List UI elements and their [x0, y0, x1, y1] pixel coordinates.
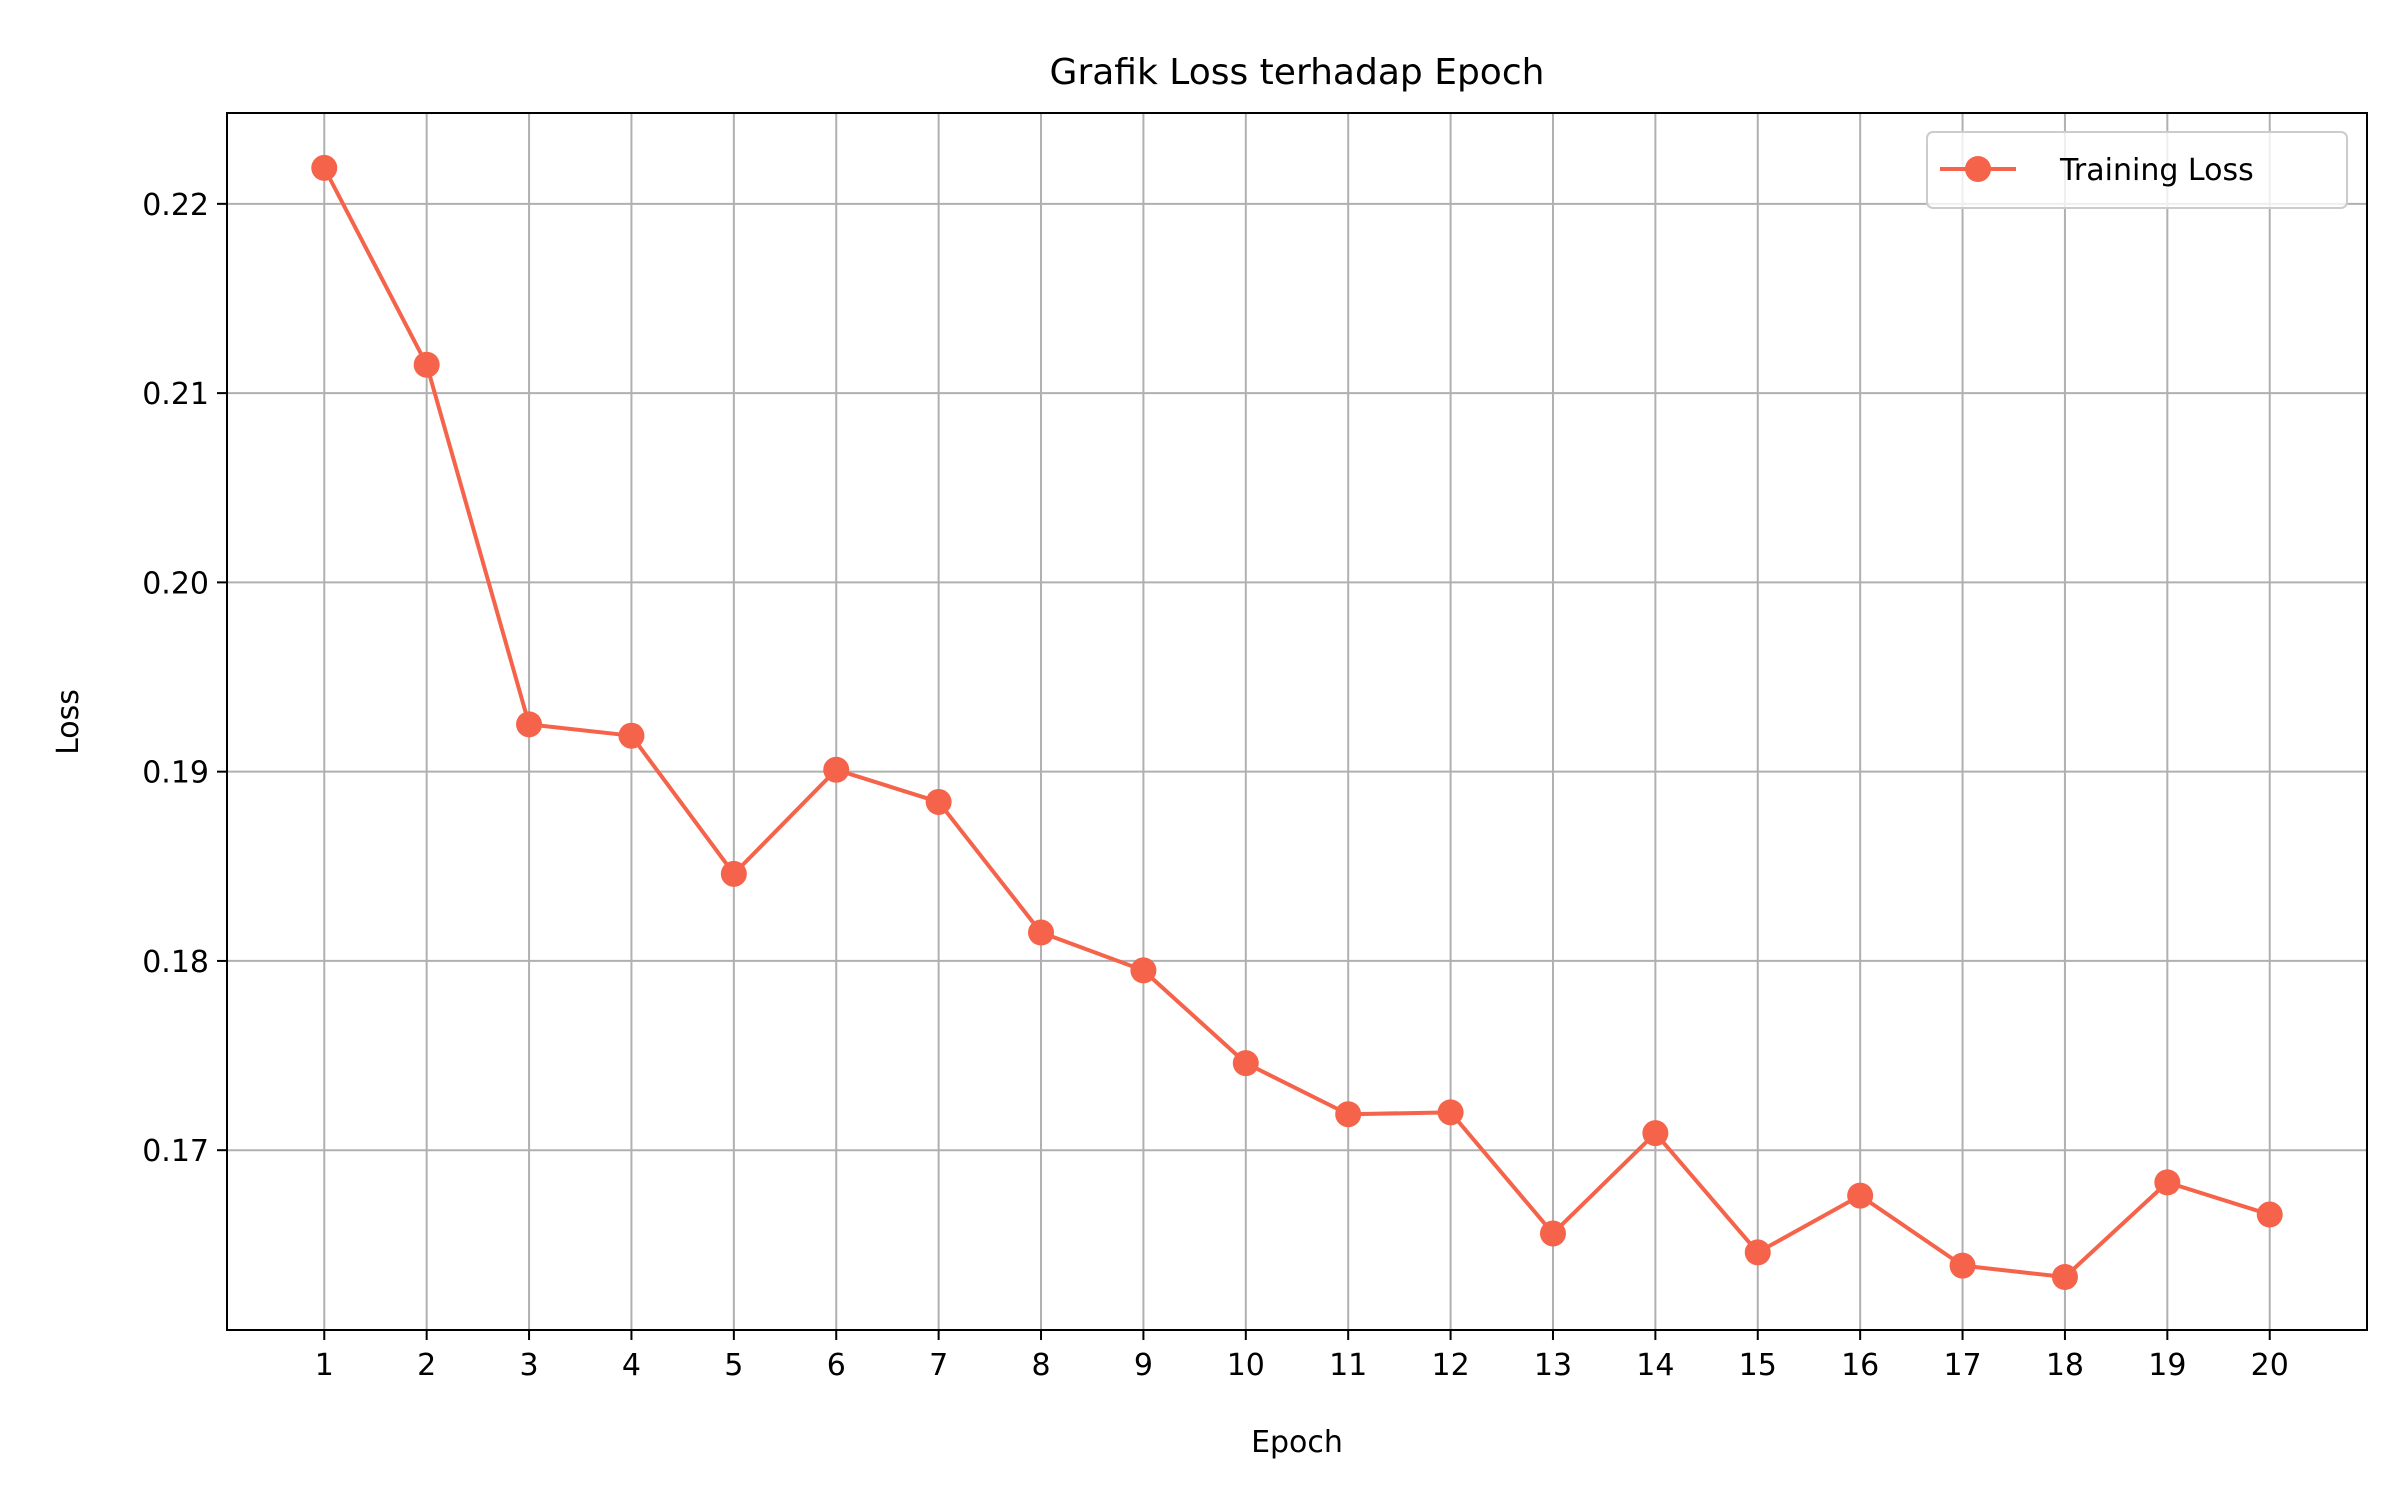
data-point — [1949, 1252, 1976, 1279]
data-point — [1335, 1101, 1362, 1128]
data-point — [823, 756, 850, 783]
x-tick-label: 2 — [417, 1348, 436, 1383]
y-tick-label: 0.20 — [142, 566, 209, 601]
data-point — [311, 154, 338, 181]
data-point — [1847, 1182, 1874, 1209]
x-tick-label: 3 — [520, 1348, 539, 1383]
x-tick-label: 17 — [1943, 1348, 1981, 1383]
data-point — [2154, 1169, 2181, 1196]
data-point — [1642, 1120, 1669, 1147]
data-point — [2256, 1201, 2283, 1228]
data-point — [413, 351, 440, 378]
legend-label: Training Loss — [2059, 153, 2254, 188]
x-tick-label: 8 — [1031, 1348, 1050, 1383]
y-tick-label: 0.17 — [142, 1134, 209, 1169]
data-point — [1744, 1239, 1771, 1266]
series-line — [322, 166, 2271, 1280]
x-tick-label: 14 — [1636, 1348, 1674, 1383]
legend-box — [1926, 131, 2348, 209]
data-point — [1028, 919, 1055, 946]
series-points-group — [311, 154, 2283, 1291]
y-tick-label: 0.22 — [142, 188, 209, 223]
x-tick-label: 9 — [1134, 1348, 1153, 1383]
y-axis-label: Loss — [51, 689, 86, 755]
x-tick-label: 19 — [2148, 1348, 2186, 1383]
data-point — [1130, 957, 1157, 984]
x-tick-label: 10 — [1227, 1348, 1265, 1383]
y-tick-label: 0.21 — [142, 377, 209, 412]
data-point — [1232, 1050, 1259, 1077]
x-tick-label: 5 — [724, 1348, 743, 1383]
x-tick-label: 20 — [2251, 1348, 2289, 1383]
data-point — [720, 860, 747, 887]
x-tick-label: 4 — [622, 1348, 641, 1383]
x-tick-label: 7 — [929, 1348, 948, 1383]
y-tick-label: 0.18 — [142, 945, 209, 980]
y-axis-ticks: 0.17 0.18 0.19 0.20 0.21 0.22 — [142, 188, 227, 1169]
legend-marker-icon — [1965, 156, 1991, 182]
x-tick-label: 11 — [1329, 1348, 1367, 1383]
data-point — [618, 722, 645, 749]
data-point — [1539, 1220, 1566, 1247]
x-axis-label: Epoch — [1251, 1425, 1343, 1460]
x-tick-label: 18 — [2046, 1348, 2084, 1383]
x-tick-label: 15 — [1739, 1348, 1777, 1383]
legend: Training Loss — [1926, 131, 2348, 209]
x-tick-label: 6 — [827, 1348, 846, 1383]
data-point — [1437, 1099, 1464, 1126]
data-point — [925, 788, 952, 815]
chart-title: Grafik Loss terhadap Epoch — [1050, 52, 1545, 93]
plot-frame — [226, 112, 2368, 1331]
x-axis-ticks: 1 2 3 4 5 6 7 8 9 10 11 12 13 14 15 16 17 18 19 20 — [315, 1330, 2289, 1383]
y-tick-label: 0.19 — [142, 756, 209, 791]
series-line-group — [322, 166, 2271, 1280]
x-tick-label: 1 — [315, 1348, 334, 1383]
x-tick-label: 12 — [1431, 1348, 1469, 1383]
x-tick-label: 13 — [1534, 1348, 1572, 1383]
data-point — [516, 711, 543, 738]
data-point — [2051, 1264, 2078, 1291]
x-tick-label: 16 — [1841, 1348, 1879, 1383]
